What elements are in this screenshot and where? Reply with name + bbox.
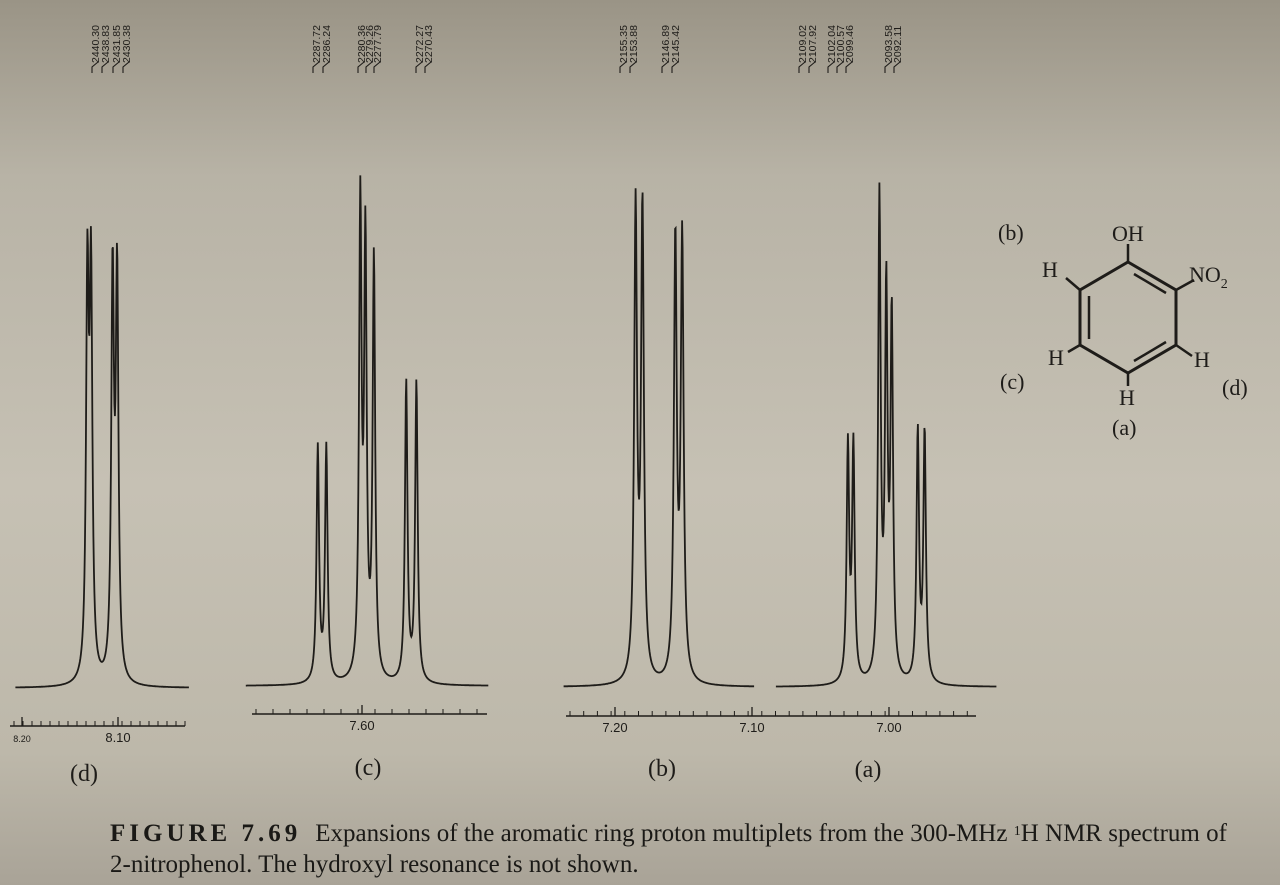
caption-superscript: 1 — [1013, 824, 1021, 839]
peak-frequency-label: 2153.88 — [628, 25, 640, 63]
h-label-d: H — [1194, 347, 1210, 372]
oh-label: OH — [1112, 221, 1144, 246]
panel-label-a: (a) — [855, 757, 882, 783]
spectrum-trace-c — [245, 175, 489, 687]
axis-tick-label: 8.20 — [13, 734, 31, 744]
peak-leader-line — [884, 61, 892, 73]
bond-h-b — [1065, 277, 1081, 291]
spectrum-trace-b — [563, 188, 755, 688]
spectrum-trace-a — [775, 182, 997, 688]
peak-frequency-label: 2440.30 — [90, 25, 102, 63]
peak-leader-line — [101, 61, 109, 73]
peak-leader-line — [312, 61, 320, 73]
peak-frequency-label: 2093.58 — [883, 25, 895, 63]
peak-frequency-label: 2270.43 — [423, 25, 435, 63]
bond-h-c — [1067, 343, 1081, 354]
peak-frequency-label: 2280.36 — [356, 25, 368, 63]
peak-leader-line — [661, 61, 669, 73]
peak-leader-line — [836, 61, 844, 73]
peak-frequency-label: 2286.24 — [321, 25, 333, 63]
peak-leader-line — [122, 61, 130, 73]
peak-leader-line — [365, 61, 373, 73]
peak-frequency-label: 2272.27 — [414, 25, 426, 63]
bond-h-d — [1175, 343, 1193, 358]
peak-frequency-label: 2155.35 — [618, 25, 630, 63]
position-label-a: (a) — [1112, 415, 1136, 440]
caption-text-end: H NMR spectrum of 2-nitrophenol. The hyd… — [110, 820, 1227, 878]
peak-frequency-label: 2431.85 — [111, 25, 123, 63]
bond-no2 — [1175, 278, 1195, 292]
peak-frequency-label: 2146.89 — [660, 25, 672, 63]
spectrum-trace-d — [15, 226, 189, 689]
peak-leader-line — [415, 61, 423, 73]
peak-frequency-label: 2279.26 — [364, 25, 376, 63]
peak-leader-line — [808, 61, 816, 73]
peak-leader-line — [91, 61, 99, 73]
peak-frequency-label: 2109.02 — [797, 25, 809, 63]
peak-leader-line — [629, 61, 637, 73]
peak-frequency-label: 2107.92 — [807, 25, 819, 63]
axis-tick-label: 7.00 — [876, 720, 901, 735]
figure-caption: FIGURE 7.69 Expansions of the aromatic ri… — [110, 818, 1230, 880]
peak-leader-line — [798, 61, 806, 73]
position-label-d: (d) — [1222, 375, 1248, 400]
peak-leader-line — [619, 61, 627, 73]
peak-leader-line — [112, 61, 120, 73]
peak-frequency-label: 2100.57 — [835, 25, 847, 63]
h-label-b: H — [1042, 257, 1058, 282]
panel-label-d: (d) — [70, 761, 98, 787]
peak-leader-line — [322, 61, 330, 73]
peak-leader-line — [424, 61, 432, 73]
panel-label-c: (c) — [355, 755, 382, 781]
peak-leader-line — [373, 61, 381, 73]
axis-tick-label: 7.60 — [349, 718, 374, 733]
peak-frequency-label: 2102.04 — [826, 25, 838, 63]
h-label-c: H — [1048, 345, 1064, 370]
axis-tick-label: 7.20 — [602, 720, 627, 735]
panel-label-b: (b) — [648, 756, 676, 782]
position-label-b: (b) — [998, 220, 1024, 245]
peak-frequency-label: 2430.38 — [121, 25, 133, 63]
caption-text-start: Expansions of the aromatic ring proton m… — [315, 820, 1014, 847]
peak-leader-line — [845, 61, 853, 73]
benzene-ring — [1078, 260, 1178, 375]
chemical-structure-2-nitrophenol — [1065, 244, 1195, 386]
peak-leader-line — [357, 61, 365, 73]
axis-tick-label: 8.10 — [105, 730, 130, 745]
peak-leader-line — [827, 61, 835, 73]
peak-leader-line — [893, 61, 901, 73]
h-label-a: H — [1119, 385, 1135, 410]
no2-label: NO2 — [1189, 262, 1228, 292]
axis-tick-label: 7.10 — [739, 720, 764, 735]
peak-frequency-label: 2092.11 — [892, 26, 904, 63]
figure-label: FIGURE 7.69 — [110, 820, 302, 847]
peak-frequency-label: 2099.46 — [844, 25, 856, 63]
position-label-c: (c) — [1000, 369, 1024, 394]
peak-frequency-label: 2438.83 — [100, 25, 112, 63]
ring-double-bond — [1133, 340, 1167, 363]
peak-leader-line — [671, 61, 679, 73]
peak-frequency-label: 2277.79 — [372, 25, 384, 63]
ring-double-bond — [1133, 272, 1167, 295]
peak-frequency-label: 2145.42 — [670, 25, 682, 63]
peak-frequency-label: 2287.72 — [311, 25, 323, 63]
